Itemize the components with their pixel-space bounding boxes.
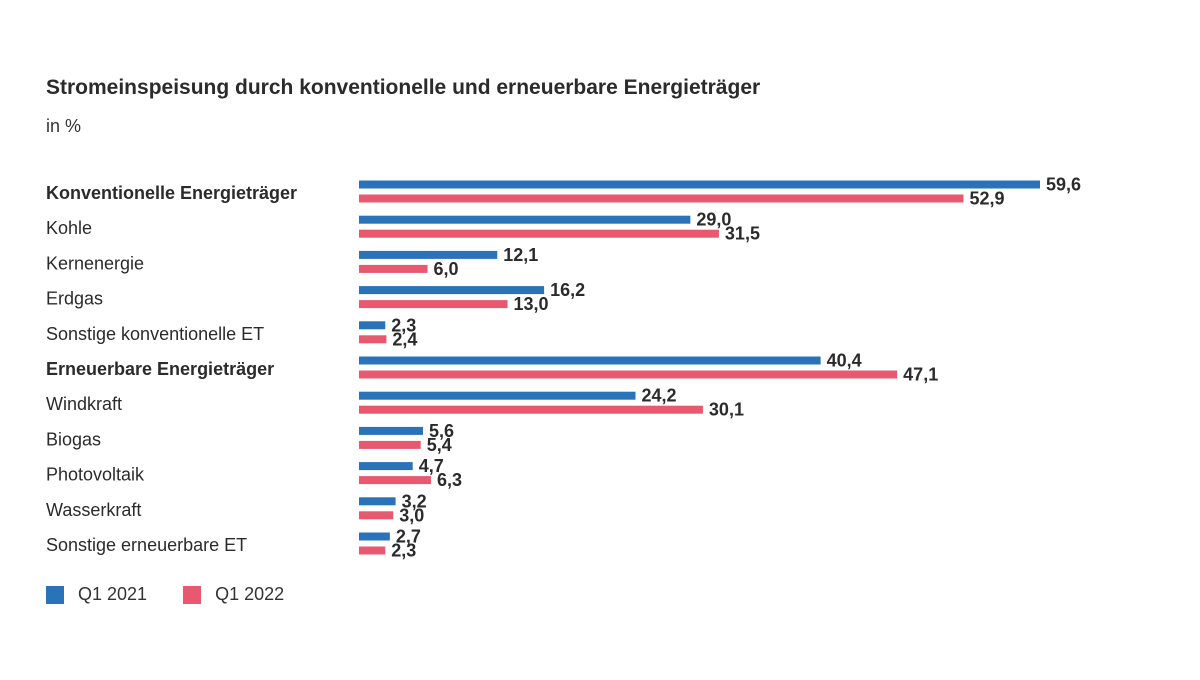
category-label: Sonstige erneuerbare ET: [46, 535, 247, 555]
data-label: 4,7: [419, 456, 444, 476]
data-label: 47,1: [903, 365, 938, 385]
category-label: Photovoltaik: [46, 465, 145, 485]
legend-label-q1-2021: Q1 2021: [78, 584, 148, 604]
bar-q1-2021: [359, 356, 821, 365]
chart-subtitle: in %: [46, 116, 82, 136]
legend-label-q1-2022: Q1 2022: [215, 584, 285, 604]
data-label: 2,4: [392, 329, 417, 349]
legend-item-q1-2022: Q1 2022: [183, 584, 284, 605]
bar-q1-2021: [359, 497, 396, 506]
data-label: 5,4: [427, 435, 452, 455]
chart-title: Stromeinspeisung durch konventionelle un…: [46, 76, 761, 99]
category-label: Erdgas: [46, 289, 103, 309]
bar-q1-2021: [359, 391, 636, 400]
category-label: Erneuerbare Energieträger: [46, 359, 274, 379]
bar-q1-2022: [359, 476, 431, 485]
category-label: Sonstige konventionelle ET: [46, 324, 264, 344]
bar-q1-2022: [359, 511, 394, 520]
bar-q1-2022: [359, 370, 898, 379]
data-label: 16,2: [550, 280, 585, 300]
legend: Q1 2021 Q1 2022: [46, 584, 320, 605]
category-label: Kernenergie: [46, 253, 144, 273]
bar-q1-2021: [359, 462, 413, 471]
data-label: 52,9: [969, 189, 1004, 209]
bar-q1-2022: [359, 405, 703, 414]
data-label: 5,6: [429, 421, 454, 441]
data-label: 3,2: [402, 491, 427, 511]
data-label: 6,3: [437, 470, 462, 490]
category-label: Wasserkraft: [46, 500, 141, 520]
data-label: 13,0: [514, 294, 549, 314]
bar-q1-2022: [359, 335, 387, 344]
bar-q1-2021: [359, 286, 545, 295]
legend-swatch-q1-2021: [46, 585, 64, 604]
bar-q1-2022: [359, 546, 386, 555]
bar-q1-2021: [359, 426, 423, 435]
data-label: 40,4: [827, 351, 862, 371]
bar-q1-2022: [359, 194, 964, 203]
data-label: 2,3: [391, 315, 416, 335]
category-label: Windkraft: [46, 394, 122, 414]
legend-item-q1-2021: Q1 2021: [46, 584, 147, 605]
bar-q1-2022: [359, 229, 719, 238]
bar-q1-2022: [359, 264, 428, 273]
bar-q1-2021: [359, 215, 691, 224]
legend-swatch-q1-2022: [183, 585, 202, 604]
bar-q1-2021: [359, 321, 386, 330]
data-label: 12,1: [503, 245, 538, 265]
data-label: 2,7: [396, 527, 421, 547]
data-label: 3,0: [399, 505, 424, 525]
data-label: 6,0: [434, 259, 459, 279]
bar-q1-2022: [359, 440, 421, 449]
category-label: Kohle: [46, 218, 92, 238]
data-label: 30,1: [709, 400, 744, 420]
category-label: Konventionelle Energieträger: [46, 183, 297, 203]
data-label: 2,3: [391, 541, 416, 561]
category-label: Biogas: [46, 429, 101, 449]
bar-q1-2022: [359, 300, 508, 309]
data-label: 31,5: [725, 224, 760, 244]
data-label: 24,2: [642, 386, 677, 406]
bar-q1-2021: [359, 532, 390, 541]
data-label: 29,0: [696, 210, 731, 230]
data-label: 59,6: [1046, 175, 1081, 195]
bar-q1-2021: [359, 250, 498, 259]
bar-q1-2021: [359, 180, 1040, 189]
